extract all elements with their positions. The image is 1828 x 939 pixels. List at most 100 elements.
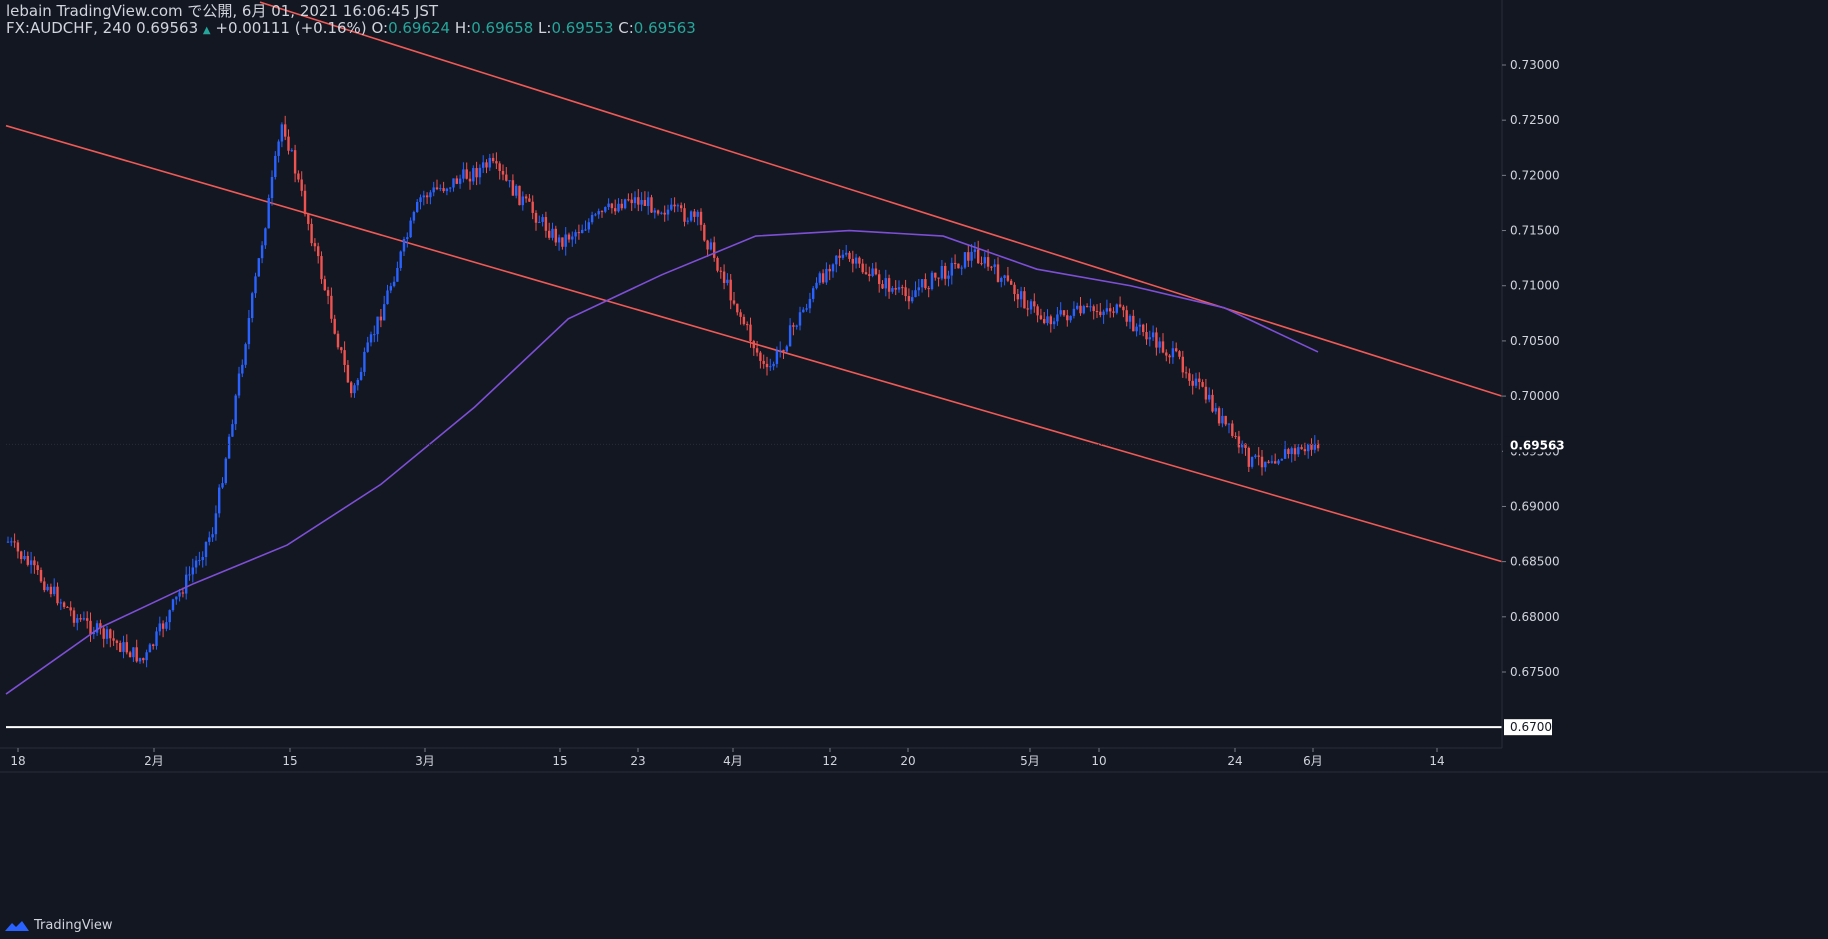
candle-body xyxy=(353,385,356,394)
candle-body xyxy=(227,436,231,459)
candle-body xyxy=(56,586,59,604)
candle-body xyxy=(854,257,858,264)
candle-body xyxy=(775,350,779,364)
candle-body xyxy=(742,316,746,325)
candle-body xyxy=(647,197,650,206)
candle-body xyxy=(970,251,973,261)
candle-body xyxy=(1003,275,1006,279)
candle-body xyxy=(1214,408,1217,412)
candle-body xyxy=(1283,449,1287,459)
current-price-box xyxy=(1503,436,1555,453)
candle-body xyxy=(792,325,795,327)
candle-body xyxy=(1105,308,1109,312)
candle-body xyxy=(1142,324,1145,333)
candle-body xyxy=(1145,332,1148,340)
candle-body xyxy=(158,623,161,632)
candle-body xyxy=(161,623,165,629)
current-price-label: 0.69563 xyxy=(1510,438,1565,452)
candle-body xyxy=(617,203,620,212)
candle-body xyxy=(1168,355,1171,358)
candle-body xyxy=(990,266,993,268)
candle-body xyxy=(128,652,132,658)
candle-body xyxy=(996,264,1000,282)
candle-body xyxy=(237,373,241,396)
candle-body xyxy=(528,198,531,202)
candle-body xyxy=(1313,443,1316,450)
candle-body xyxy=(614,208,617,212)
candle-body xyxy=(379,316,383,321)
candle-body xyxy=(686,220,689,222)
candle-body xyxy=(191,567,194,575)
time-tick-label: 14 xyxy=(1429,754,1444,768)
candle-body xyxy=(1204,386,1208,400)
candle-body xyxy=(1280,458,1283,461)
candle-body xyxy=(944,265,947,279)
candle-body xyxy=(699,211,703,225)
candle-body xyxy=(703,224,706,241)
candle-body xyxy=(924,279,927,289)
candle-body xyxy=(755,348,759,353)
candle-body xyxy=(1151,332,1155,338)
candle-body xyxy=(561,237,564,247)
candle-body xyxy=(320,256,323,280)
time-tick-label: 24 xyxy=(1227,754,1242,768)
candle-body xyxy=(1260,456,1264,468)
candle-body xyxy=(119,642,122,652)
candle-body xyxy=(894,288,897,290)
candle-body xyxy=(904,287,907,297)
footer-branding[interactable]: TradingView xyxy=(4,918,113,933)
candle-body xyxy=(495,161,498,164)
candle-body xyxy=(214,513,218,535)
candle-body xyxy=(326,290,330,296)
candle-body xyxy=(551,228,554,238)
candle-body xyxy=(293,150,297,174)
candle-body xyxy=(498,163,501,172)
candle-body xyxy=(868,274,871,276)
candle-body xyxy=(92,632,95,635)
candle-body xyxy=(1165,352,1168,356)
candle-body xyxy=(878,274,881,285)
candle-body xyxy=(198,560,201,562)
candle-body xyxy=(112,638,115,641)
candle-body xyxy=(749,324,752,342)
candle-body xyxy=(1000,278,1003,282)
candle-body xyxy=(1125,310,1128,322)
candle-body xyxy=(373,334,376,336)
time-tick-label: 12 xyxy=(822,754,837,768)
candle-body xyxy=(165,622,168,629)
candle-body xyxy=(627,199,630,201)
candle-body xyxy=(102,628,105,639)
candle-body xyxy=(683,208,686,222)
candle-body xyxy=(1293,448,1297,455)
candle-body xyxy=(1013,284,1016,295)
candle-body xyxy=(881,284,884,289)
candle-body xyxy=(564,234,567,247)
candle-body xyxy=(911,297,914,302)
candle-body xyxy=(1257,455,1260,457)
candle-body xyxy=(1155,332,1158,348)
price-tick-label: 0.71000 xyxy=(1510,279,1560,293)
candle-body xyxy=(33,560,36,566)
candle-body xyxy=(49,586,53,595)
candle-body xyxy=(1227,423,1231,425)
price-tick-label: 0.71500 xyxy=(1510,224,1560,238)
candle-body xyxy=(23,555,26,560)
candle-body xyxy=(359,371,363,380)
candle-body xyxy=(419,197,422,203)
candle-body xyxy=(1241,443,1244,448)
candle-body xyxy=(515,185,518,196)
candle-body xyxy=(1099,311,1102,316)
candle-body xyxy=(1307,443,1310,452)
candle-body xyxy=(604,207,607,212)
candle-body xyxy=(772,363,775,367)
candle-body xyxy=(432,187,435,193)
time-tick-label: 15 xyxy=(552,754,567,768)
candle-body xyxy=(838,255,841,258)
candle-body xyxy=(247,318,251,345)
candle-body xyxy=(221,483,224,488)
candle-body xyxy=(531,201,534,213)
candle-body xyxy=(901,287,904,289)
candle-body xyxy=(482,162,485,168)
candle-body xyxy=(802,309,805,313)
